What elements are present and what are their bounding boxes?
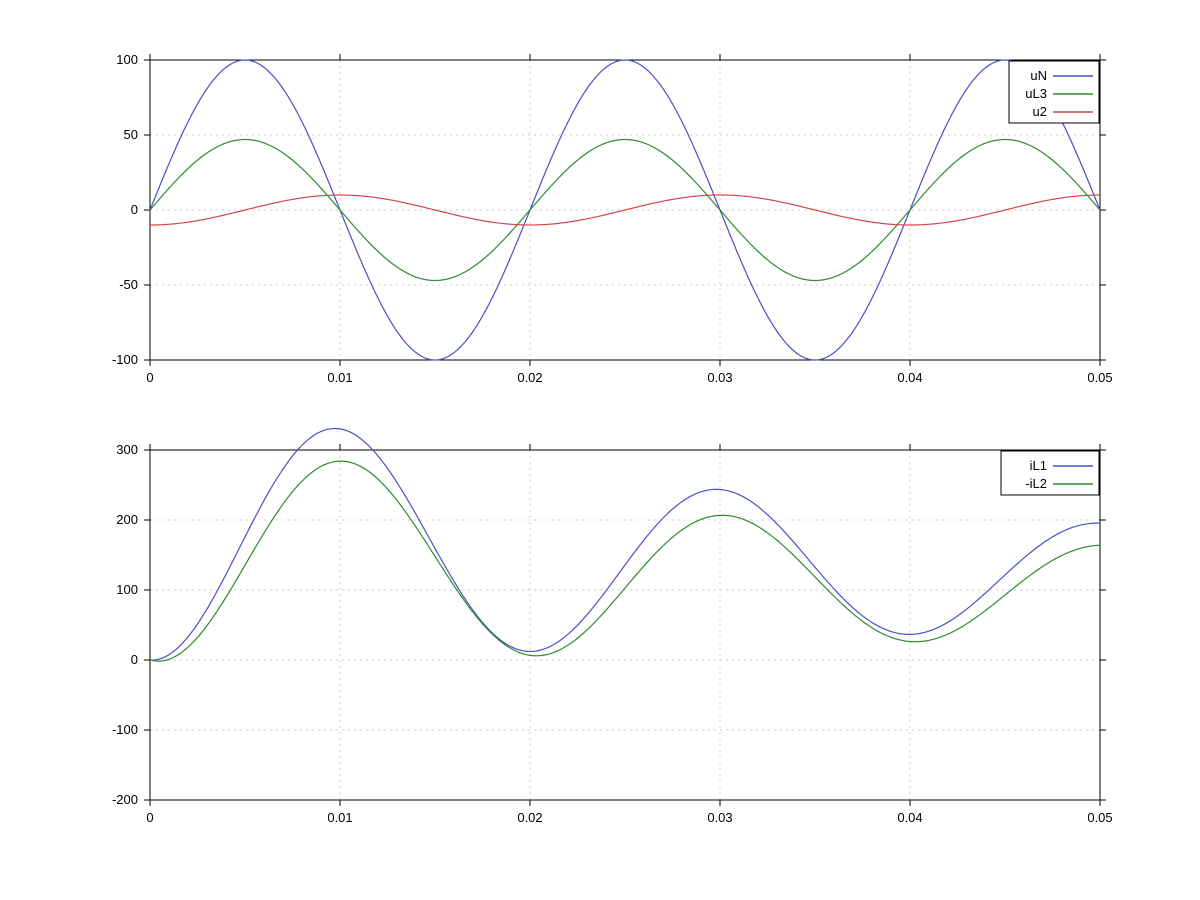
- series--iL2: [150, 461, 1100, 661]
- series-iL1: [150, 428, 1100, 660]
- tick-label-x: 0.04: [897, 810, 922, 825]
- legend-label: u2: [1033, 104, 1047, 119]
- tick-label-x: 0: [146, 370, 153, 385]
- tick-label-x: 0.01: [327, 810, 352, 825]
- bottom-chart: 0 0.01 0.02 0.03 0.04 0.05 -200 -100 0 100 200 300 i…: [112, 428, 1113, 825]
- legend-label: uN: [1030, 68, 1047, 83]
- series-u2: [150, 195, 1100, 225]
- tick-label-y: 50: [124, 127, 138, 142]
- tick-label-y: 0: [131, 202, 138, 217]
- tick-label-x: 0: [146, 810, 153, 825]
- bottom-chart-border: [150, 450, 1100, 800]
- legend-box: [1001, 451, 1099, 495]
- figure-svg: 00.010.020.030.040.05-100-50050100uNuL3u…: [0, 0, 1200, 900]
- bottom-chart-grid: [150, 450, 1100, 800]
- tick-label-y: -100: [112, 352, 138, 367]
- legend-label: -iL2: [1025, 476, 1047, 491]
- tick-label-y: -200: [112, 792, 138, 807]
- tick-label-x: 0.04: [897, 370, 922, 385]
- legend-label: iL1: [1030, 458, 1047, 473]
- tick-label-x: 0.01: [327, 370, 352, 385]
- tick-label-x: 0.02: [517, 810, 542, 825]
- bottom-chart-legend: iL1 -iL2: [1001, 451, 1099, 495]
- tick-label-y: 100: [116, 582, 138, 597]
- top-chart-ticks: 0 0.01 0.02 0.03 0.04 0.05 -100 -50 0 50 100: [112, 52, 1113, 385]
- legend-label: uL3: [1025, 86, 1047, 101]
- tick-label-x: 0.05: [1087, 810, 1112, 825]
- legend-box: [1009, 61, 1099, 123]
- tick-label-x: 0.03: [707, 370, 732, 385]
- tick-label-y: 300: [116, 442, 138, 457]
- tick-label-y: 0: [131, 652, 138, 667]
- top-chart: 00.010.020.030.040.05-100-50050100uNuL3u…: [112, 52, 1113, 385]
- tick-label-y: 200: [116, 512, 138, 527]
- tick-label-x: 0.02: [517, 370, 542, 385]
- figure-container: 00.010.020.030.040.05-100-50050100uNuL3u…: [0, 0, 1200, 900]
- tick-label-y: -100: [112, 722, 138, 737]
- top-chart-legend: uN uL3 u2: [1009, 61, 1099, 123]
- bottom-chart-ticks: 0 0.01 0.02 0.03 0.04 0.05 -200 -100 0 100 200 300: [112, 442, 1113, 825]
- tick-label-x: 0.03: [707, 810, 732, 825]
- top-chart-series: [150, 60, 1100, 360]
- tick-label-y: -50: [119, 277, 138, 292]
- tick-label-x: 0.05: [1087, 370, 1112, 385]
- tick-label-y: 100: [116, 52, 138, 67]
- bottom-chart-series: [150, 428, 1100, 661]
